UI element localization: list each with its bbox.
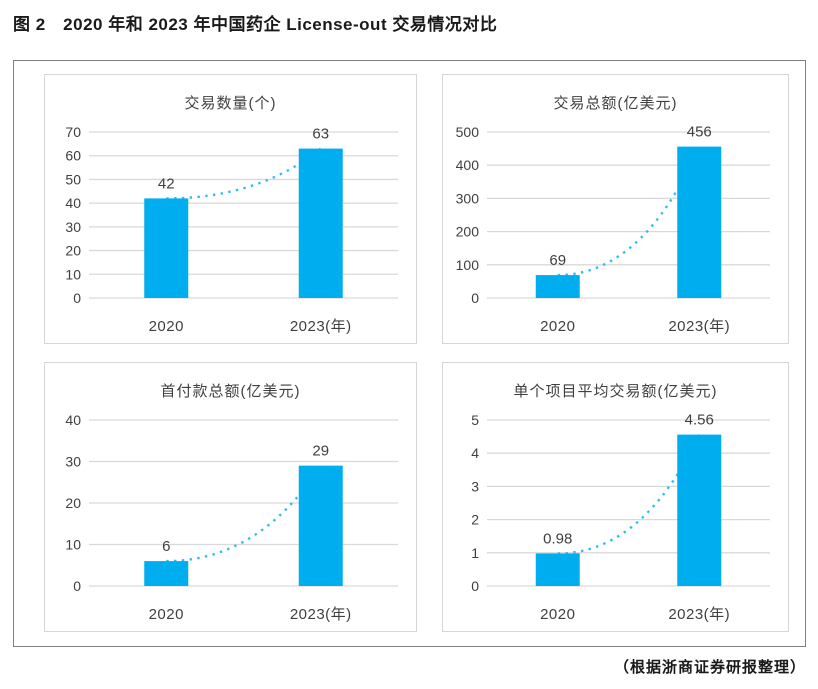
value-label: 63 [312, 126, 329, 143]
x-category-label: 2020 [540, 318, 575, 335]
y-tick-label: 1 [471, 545, 479, 561]
x-category-label: 2020 [540, 606, 575, 623]
y-tick-label: 20 [65, 243, 81, 259]
y-tick-label: 40 [65, 412, 81, 428]
trend-dotted-line [166, 464, 322, 563]
value-label: 29 [312, 443, 329, 460]
y-tick-label: 0 [471, 578, 479, 594]
bar-chart-deal-count: 0 10 20 30 40 50 60 70 42 2020 63 2023(年) [65, 124, 398, 335]
chart-panel-total-value: 交易总额(亿美元) 0 100 200 300 400 500 69 2020 456 2023(… [442, 74, 789, 344]
chart-title: 单个项目平均交易额(亿美元) [513, 383, 718, 400]
y-tick-label: 20 [65, 495, 81, 511]
y-tick-label: 5 [471, 412, 479, 428]
y-tick-label: 60 [65, 148, 81, 164]
value-label: 42 [158, 175, 175, 192]
bar-chart-total-value: 0 100 200 300 400 500 69 2020 456 2023(年) [456, 124, 770, 335]
y-tick-label: 2 [471, 512, 479, 528]
x-category-label: 2023(年) [668, 606, 730, 623]
figure-caption: 图 2 2020 年和 2023 年中国药企 License-out 交易情况对… [13, 15, 498, 34]
chart-panel-deal-count: 交易数量(个) 0 10 20 30 40 50 60 70 42 2020 63 2023(年) [44, 74, 417, 344]
y-tick-label: 70 [65, 124, 81, 140]
source-note: （根据浙商证券研报整理） [613, 659, 806, 676]
x-category-label: 2023(年) [290, 318, 352, 335]
y-tick-label: 40 [65, 195, 81, 211]
y-tick-label: 100 [456, 257, 480, 273]
y-tick-label: 0 [471, 290, 479, 306]
bar-2023 [298, 148, 343, 298]
bar-2020 [535, 275, 580, 298]
value-label: 4.56 [685, 412, 714, 429]
figure-box: 交易数量(个) 0 10 20 30 40 50 60 70 42 2020 63 2023(年) 交… [13, 60, 806, 647]
y-tick-label: 10 [65, 266, 81, 282]
bar-2020 [144, 561, 189, 586]
y-tick-label: 4 [471, 445, 479, 461]
x-category-label: 2020 [149, 606, 184, 623]
y-tick-label: 3 [471, 478, 479, 494]
bar-2020 [144, 198, 189, 298]
y-tick-label: 200 [456, 224, 480, 240]
chart-title: 交易总额(亿美元) [553, 95, 678, 112]
bar-2023 [677, 146, 722, 298]
y-tick-label: 400 [456, 157, 480, 173]
y-tick-label: 30 [65, 454, 81, 470]
y-tick-label: 10 [65, 537, 81, 553]
chart-title: 首付款总额(亿美元) [160, 383, 301, 400]
y-tick-label: 300 [456, 190, 480, 206]
bar-chart-average-deal-value: 0 1 2 3 4 5 0.98 2020 4.56 2023(年) [471, 412, 770, 623]
bar-2023 [298, 465, 343, 586]
x-category-label: 2020 [149, 318, 184, 335]
x-category-label: 2023(年) [668, 318, 730, 335]
bar-chart-upfront-payment: 0 10 20 30 40 6 2020 29 2023(年) [65, 412, 398, 623]
y-tick-label: 500 [456, 124, 480, 140]
chart-title: 交易数量(个) [184, 95, 277, 112]
value-label: 0.98 [543, 530, 572, 547]
bar-2023 [677, 434, 722, 586]
y-tick-label: 0 [73, 290, 81, 306]
value-label: 69 [549, 252, 566, 269]
y-tick-label: 30 [65, 219, 81, 235]
y-tick-label: 0 [73, 578, 81, 594]
y-tick-label: 50 [65, 171, 81, 187]
x-category-label: 2023(年) [290, 606, 352, 623]
value-label: 456 [687, 124, 712, 141]
bar-2020 [535, 553, 580, 586]
chart-panel-average-deal-value: 单个项目平均交易额(亿美元) 0 1 2 3 4 5 0.98 2020 4.56 2023(年) [442, 362, 789, 632]
trend-dotted-line [166, 147, 322, 200]
value-label: 6 [162, 538, 170, 555]
trend-dotted-line [557, 146, 701, 277]
chart-panel-upfront-payment: 首付款总额(亿美元) 0 10 20 30 40 6 2020 29 2023(年) [44, 362, 417, 632]
